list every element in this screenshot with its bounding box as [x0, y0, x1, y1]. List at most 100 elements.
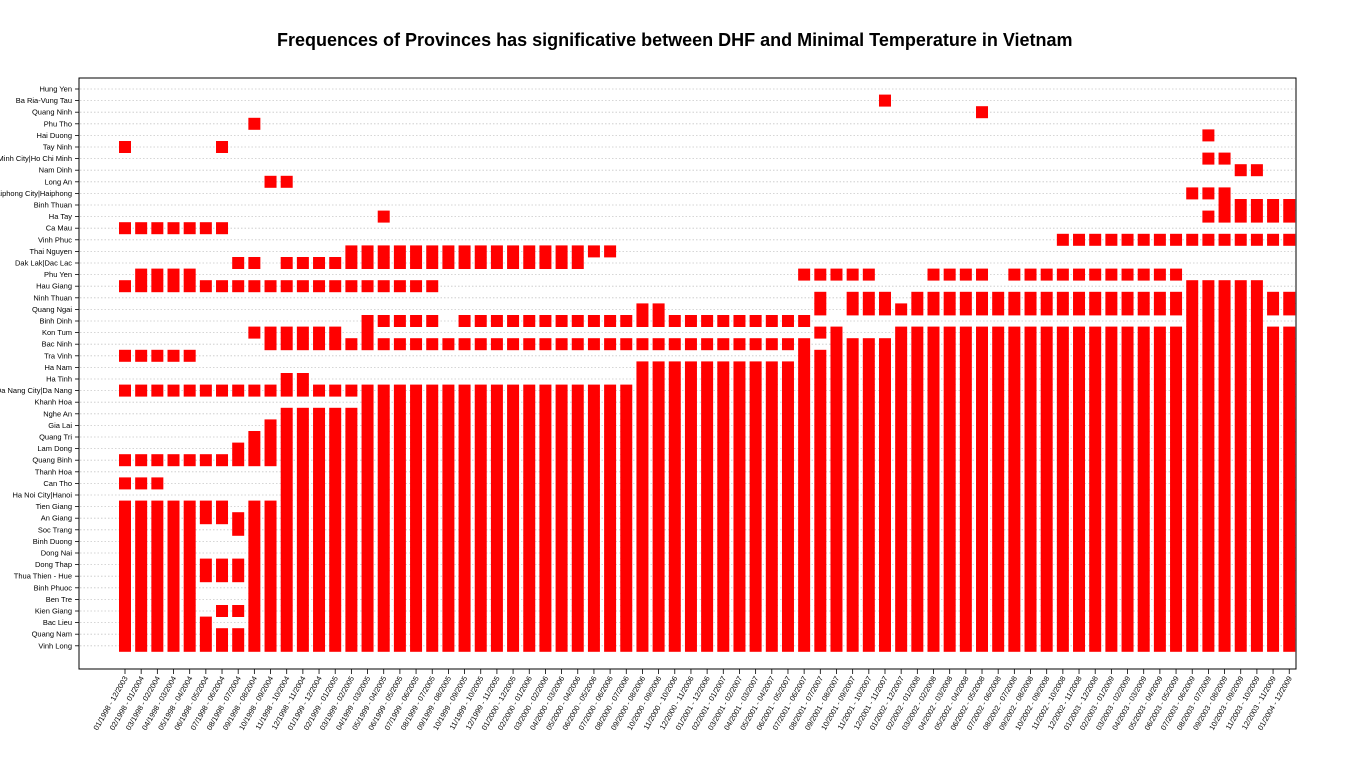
heatmap-cell	[523, 489, 536, 501]
y-tick-label: Thanh Hoa	[35, 467, 73, 476]
heatmap-cell	[1283, 384, 1296, 397]
heatmap-cell	[345, 384, 358, 397]
heatmap-cell	[280, 593, 293, 606]
heatmap-cell	[878, 465, 891, 478]
y-tick-label: Ca Mau	[46, 224, 72, 233]
heatmap-cell	[264, 280, 277, 293]
heatmap-cell	[636, 477, 649, 490]
heatmap-cell	[830, 628, 843, 641]
heatmap-cell	[749, 628, 762, 641]
heatmap-cell	[959, 349, 972, 362]
heatmap-cell	[167, 349, 180, 362]
heatmap-cell	[668, 419, 681, 432]
heatmap-cell	[264, 523, 277, 536]
y-tick-label: Binh Dinh	[39, 317, 72, 326]
heatmap-cell	[1040, 442, 1053, 455]
heatmap-cell	[183, 616, 196, 629]
heatmap-cell	[345, 280, 358, 293]
heatmap-cell	[927, 465, 940, 478]
heatmap-cell	[717, 558, 730, 571]
heatmap-cell	[895, 581, 908, 594]
heatmap-cell	[571, 315, 584, 327]
heatmap-cell	[1024, 465, 1037, 478]
heatmap-cell	[280, 616, 293, 629]
heatmap-cell	[377, 477, 390, 490]
heatmap-cell	[1153, 489, 1166, 501]
heatmap-cell	[1250, 210, 1263, 223]
heatmap-cell	[361, 338, 374, 351]
heatmap-cell	[1186, 477, 1199, 490]
heatmap-cell	[846, 477, 859, 490]
heatmap-cell	[1186, 280, 1199, 293]
heatmap-cell	[992, 616, 1005, 629]
heatmap-cell	[1137, 489, 1150, 501]
heatmap-cell	[1186, 593, 1199, 606]
heatmap-cell	[1234, 199, 1247, 211]
heatmap-cell	[587, 558, 600, 571]
y-tick-label: Long An	[44, 177, 72, 186]
heatmap-cell	[329, 581, 342, 594]
heatmap-cell	[1202, 465, 1215, 478]
heatmap-cell	[701, 605, 714, 617]
heatmap-cell	[862, 384, 875, 397]
heatmap-cell	[1267, 373, 1280, 385]
heatmap-cell	[442, 489, 455, 501]
heatmap-cell	[523, 535, 536, 548]
heatmap-cell	[1234, 489, 1247, 501]
heatmap-cell	[717, 477, 730, 490]
heatmap-cell	[426, 628, 439, 641]
heatmap-cell	[442, 257, 455, 269]
y-tick-label: Tien Giang	[36, 502, 72, 511]
heatmap-cell	[733, 396, 746, 409]
heatmap-cell	[216, 605, 229, 617]
heatmap-cell	[701, 361, 714, 374]
heatmap-cell	[976, 268, 989, 281]
heatmap-cell	[587, 616, 600, 629]
heatmap-cell	[426, 477, 439, 490]
heatmap-cell	[345, 257, 358, 269]
heatmap-cell	[183, 639, 196, 652]
heatmap-cell	[183, 605, 196, 617]
heatmap-cell	[1202, 489, 1215, 501]
heatmap-cell	[895, 616, 908, 629]
heatmap-cell	[1024, 407, 1037, 420]
heatmap-cell	[652, 465, 665, 478]
heatmap-cell	[878, 442, 891, 455]
heatmap-cell	[539, 338, 552, 351]
heatmap-cell	[474, 535, 487, 548]
heatmap-cell	[426, 500, 439, 513]
heatmap-cell	[1218, 349, 1231, 362]
heatmap-cell	[329, 257, 342, 269]
heatmap-cell	[1267, 349, 1280, 362]
heatmap-cell	[587, 384, 600, 397]
heatmap-cell	[167, 547, 180, 559]
heatmap-cell	[684, 535, 697, 548]
heatmap-cell	[1121, 454, 1134, 467]
heatmap-cell	[1137, 454, 1150, 467]
heatmap-cell	[1089, 593, 1102, 606]
heatmap-cell	[1267, 338, 1280, 351]
heatmap-cell	[1170, 407, 1183, 420]
heatmap-cell	[296, 605, 309, 617]
heatmap-cell	[1089, 465, 1102, 478]
heatmap-cell	[1170, 373, 1183, 385]
heatmap-cell	[765, 593, 778, 606]
heatmap-cell	[1105, 465, 1118, 478]
heatmap-cell	[1056, 535, 1069, 548]
heatmap-cell	[167, 593, 180, 606]
heatmap-cell	[684, 547, 697, 559]
heatmap-cell	[1234, 535, 1247, 548]
heatmap-cell	[1089, 639, 1102, 652]
heatmap-cell	[911, 558, 924, 571]
heatmap-cell	[1008, 465, 1021, 478]
heatmap-cell	[765, 570, 778, 583]
heatmap-cell	[620, 570, 633, 583]
heatmap-cell	[1024, 396, 1037, 409]
heatmap-cell	[442, 442, 455, 455]
heatmap-cell	[264, 500, 277, 513]
heatmap-cell	[749, 477, 762, 490]
heatmap-cell	[345, 407, 358, 420]
heatmap-cell	[1186, 233, 1199, 246]
heatmap-cell	[668, 639, 681, 652]
heatmap-cell	[943, 303, 956, 316]
